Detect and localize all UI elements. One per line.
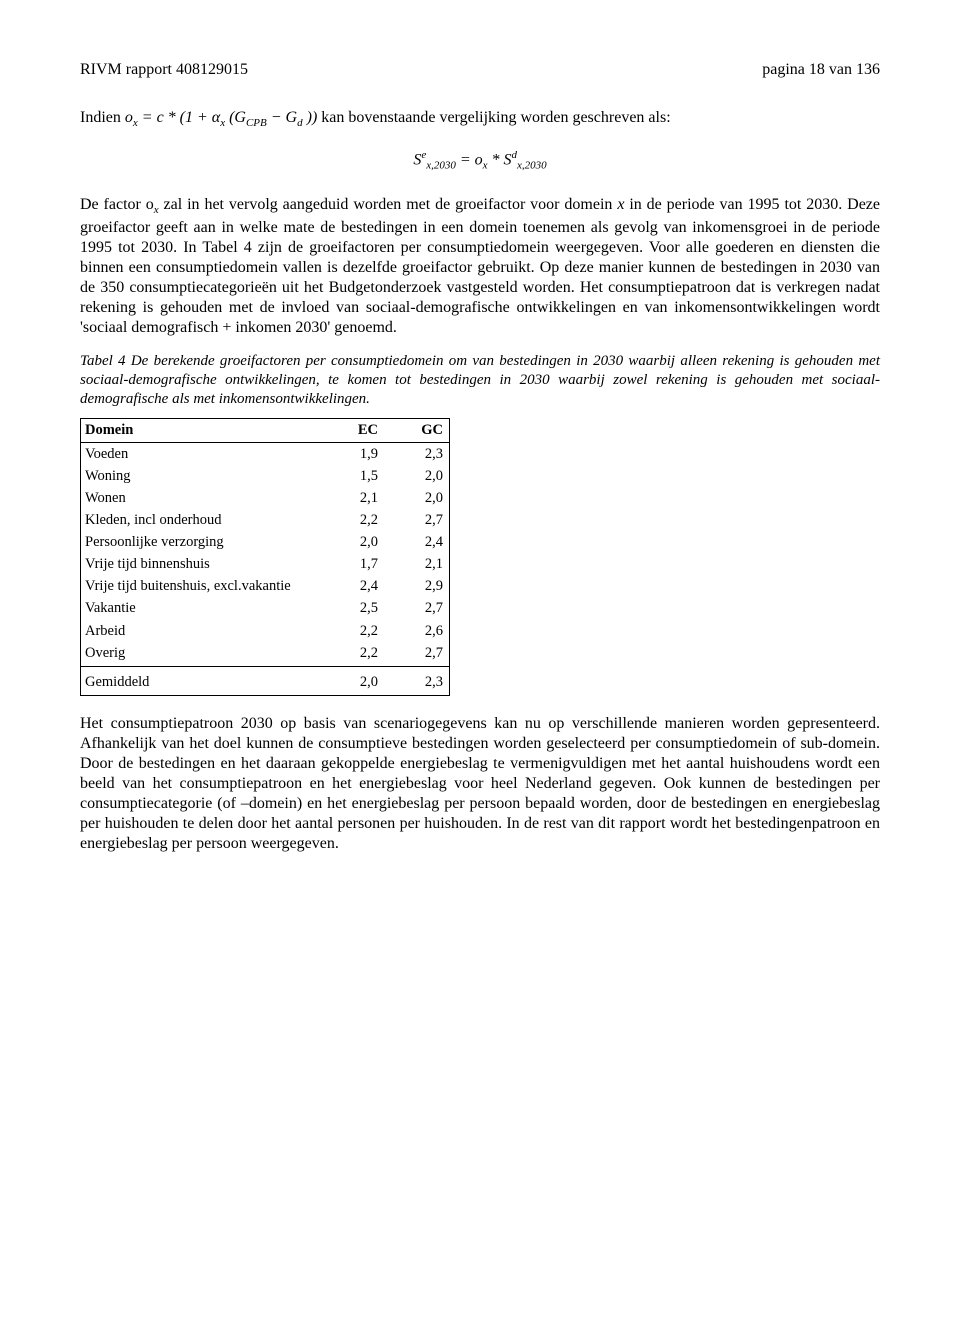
cell-gc: 2,7 [384, 509, 450, 531]
f2-s2-sub: x,2030 [517, 159, 547, 171]
cell-domein: Arbeid [81, 620, 320, 642]
cell-gc: 2,3 [384, 442, 450, 465]
formula1-suffix: kan bovenstaande vergelijking worden ges… [317, 109, 670, 126]
cell-domein: Persoonlijke verzorging [81, 531, 320, 553]
col-domein: Domein [81, 419, 320, 442]
cell-ec: 2,2 [319, 620, 384, 642]
table-row: Overig2,22,7 [81, 642, 450, 667]
cell-ec: 1,7 [319, 553, 384, 575]
table-row: Woning1,52,0 [81, 465, 450, 487]
cell-ec: 2,1 [319, 487, 384, 509]
header-left: RIVM rapport 408129015 [80, 60, 248, 80]
summary-ec: 2,0 [319, 666, 384, 695]
cell-ec: 2,2 [319, 509, 384, 531]
cell-gc: 2,1 [384, 553, 450, 575]
table-row: Vrije tijd binnenshuis1,72,1 [81, 553, 450, 575]
cell-ec: 2,2 [319, 642, 384, 667]
cell-domein: Wonen [81, 487, 320, 509]
cell-ec: 1,5 [319, 465, 384, 487]
cell-gc: 2,7 [384, 597, 450, 619]
f2-star: * S [488, 151, 512, 168]
cell-domein: Voeden [81, 442, 320, 465]
cell-gc: 2,6 [384, 620, 450, 642]
cell-ec: 2,0 [319, 531, 384, 553]
table-header-row: Domein EC GC [81, 419, 450, 442]
para1-b: zal in het vervolg aangeduid worden met … [159, 196, 618, 213]
cell-domein: Kleden, incl onderhoud [81, 509, 320, 531]
cell-ec: 2,4 [319, 575, 384, 597]
table-caption: Tabel 4 De berekende groeifactoren per c… [80, 352, 880, 408]
table-row: Wonen2,12,0 [81, 487, 450, 509]
paragraph-2: Het consumptiepatroon 2030 op basis van … [80, 714, 880, 854]
cell-ec: 2,5 [319, 597, 384, 619]
summary-gc: 2,3 [384, 666, 450, 695]
para1-a: De factor o [80, 196, 154, 213]
table-summary-row: Gemiddeld 2,0 2,3 [81, 666, 450, 695]
cell-domein: Woning [81, 465, 320, 487]
cell-gc: 2,9 [384, 575, 450, 597]
para1-c: in de periode van 1995 tot 2030. Deze gr… [80, 196, 880, 336]
header-right: pagina 18 van 136 [762, 60, 880, 80]
formula1-close: )) [303, 109, 318, 126]
formula1-lhs: o [125, 109, 133, 126]
cell-gc: 2,0 [384, 487, 450, 509]
cell-domein: Vrije tijd buitenshuis, excl.vakantie [81, 575, 320, 597]
growth-factor-table: Domein EC GC Voeden1,92,3Woning1,52,0Won… [80, 418, 450, 696]
col-gc: GC [384, 419, 450, 442]
paragraph-1: De factor ox zal in het vervolg aangedui… [80, 195, 880, 338]
formula1-mid: = c * (1 + α [138, 109, 220, 126]
inline-formula-1: Indien ox = c * (1 + αx (GCPB − Gd )) ka… [80, 108, 880, 131]
cell-gc: 2,0 [384, 465, 450, 487]
display-formula-2: Sex,2030 = ox * Sdx,2030 [80, 149, 880, 173]
formula1-paren: (G [225, 109, 246, 126]
cell-domein: Vrije tijd binnenshuis [81, 553, 320, 575]
cell-domein: Overig [81, 642, 320, 667]
page-header: RIVM rapport 408129015 pagina 18 van 136 [80, 60, 880, 80]
table-row: Persoonlijke verzorging2,02,4 [81, 531, 450, 553]
formula1-prefix: Indien [80, 109, 125, 126]
table-row: Kleden, incl onderhoud2,22,7 [81, 509, 450, 531]
table-row: Vakantie2,52,7 [81, 597, 450, 619]
col-ec: EC [319, 419, 384, 442]
summary-label: Gemiddeld [81, 666, 320, 695]
f2-eq: = o [456, 151, 483, 168]
cell-domein: Vakantie [81, 597, 320, 619]
cell-ec: 1,9 [319, 442, 384, 465]
table-row: Arbeid2,22,6 [81, 620, 450, 642]
f2-s1-sub: x,2030 [426, 159, 456, 171]
cell-gc: 2,7 [384, 642, 450, 667]
formula1-minus: − G [267, 109, 297, 126]
table-row: Voeden1,92,3 [81, 442, 450, 465]
table-row: Vrije tijd buitenshuis, excl.vakantie2,4… [81, 575, 450, 597]
cell-gc: 2,4 [384, 531, 450, 553]
formula1-cpb-sub: CPB [246, 117, 267, 129]
